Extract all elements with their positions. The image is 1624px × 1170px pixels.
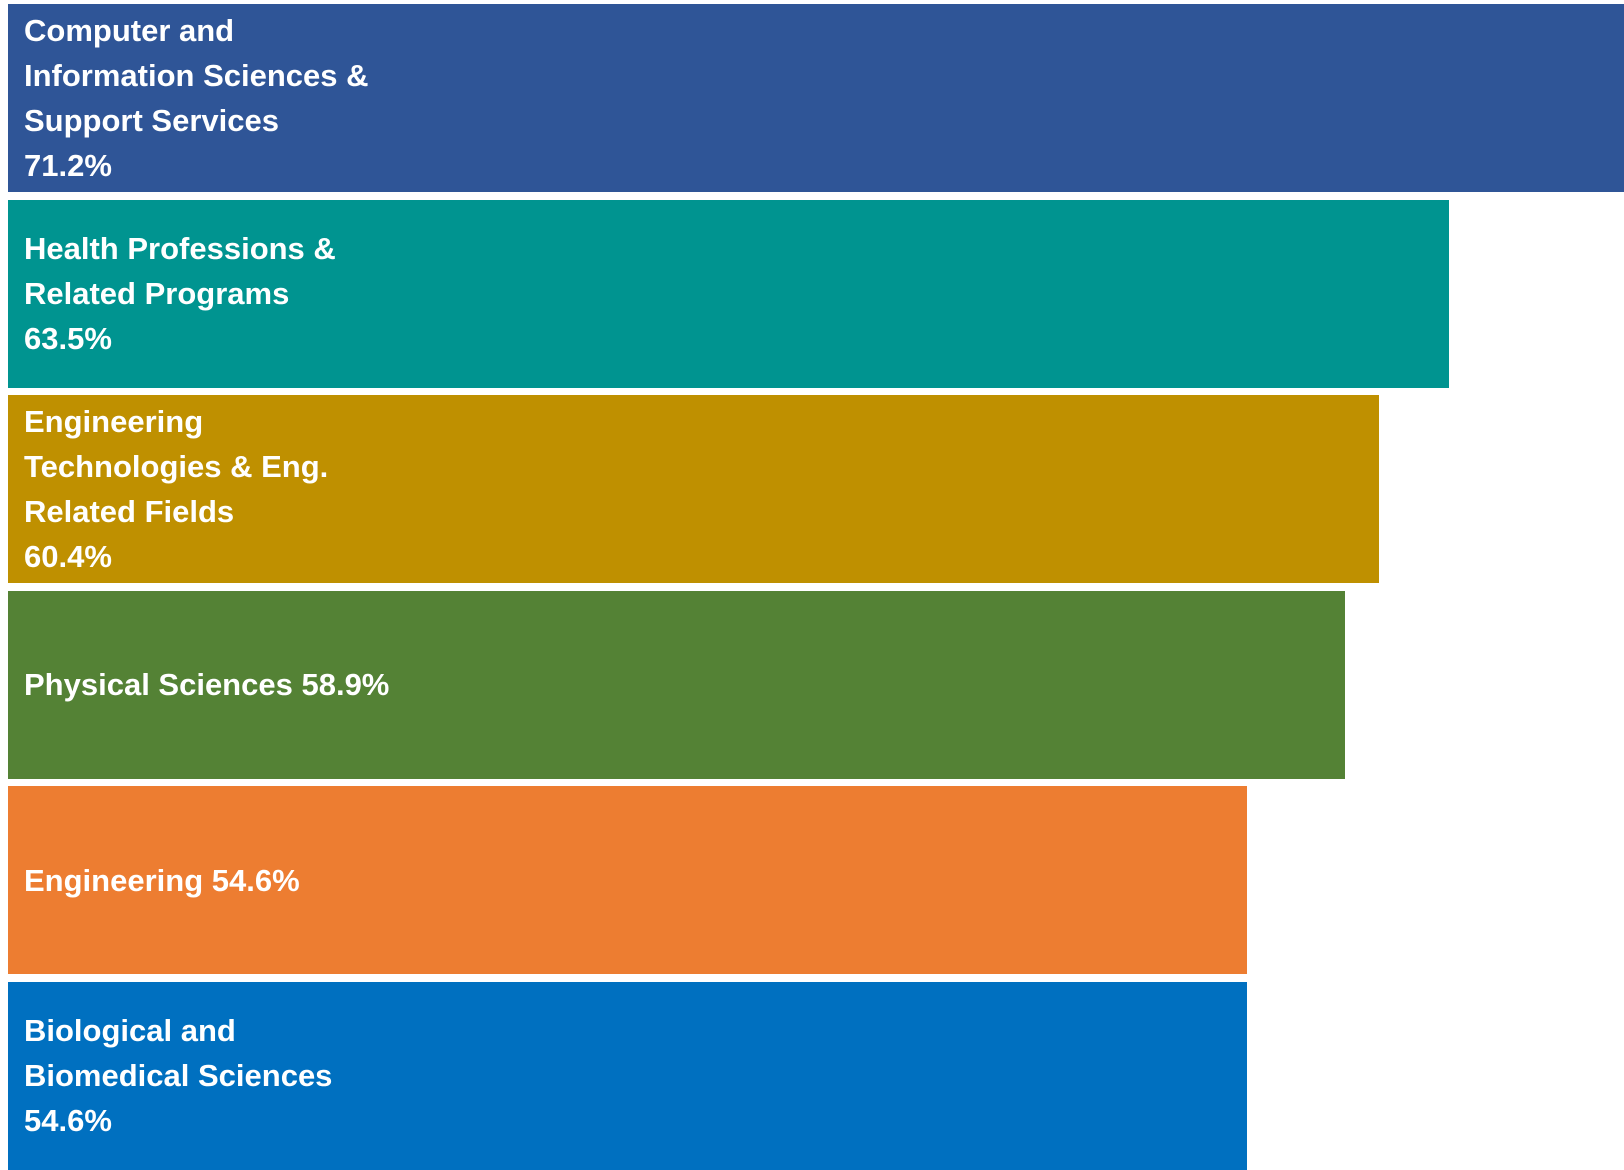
bar: Computer and Information Sciences & Supp… bbox=[8, 4, 1624, 192]
value-label: 63.5% bbox=[24, 321, 112, 356]
category-label: Health Professions & Related Programs bbox=[24, 231, 336, 311]
bar: Engineering Technologies & Eng. Related … bbox=[8, 395, 1379, 583]
value-label: 54.6% bbox=[211, 862, 300, 898]
bar-label: Health Professions & Related Programs 63.… bbox=[24, 226, 336, 361]
bar-label: Engineering Technologies & Eng. Related … bbox=[24, 399, 328, 579]
category-label: Computer and Information Sciences & Supp… bbox=[24, 13, 369, 138]
category-label: Physical Sciences bbox=[24, 667, 293, 702]
category-label: Biological and Biomedical Sciences bbox=[24, 1013, 333, 1093]
bar-label: Biological and Biomedical Sciences 54.6% bbox=[24, 1008, 332, 1143]
bar: Engineering 54.6% bbox=[8, 786, 1248, 974]
bar: Physical Sciences 58.9% bbox=[8, 590, 1345, 779]
value-label: 60.4% bbox=[24, 539, 112, 574]
value-label: 58.9% bbox=[301, 667, 390, 702]
value-label: 71.2% bbox=[24, 148, 112, 183]
bar-label: Engineering 54.6% bbox=[24, 858, 300, 903]
bar: Biological and Biomedical Sciences 54.6% bbox=[8, 981, 1248, 1170]
bar: Health Professions & Related Programs 63.… bbox=[8, 199, 1450, 388]
bar-label: Physical Sciences 58.9% bbox=[24, 662, 389, 707]
category-label: Engineering Technologies & Eng. Related … bbox=[24, 404, 329, 529]
bar-label: Computer and Information Sciences & Supp… bbox=[24, 8, 369, 188]
value-label: 54.6% bbox=[24, 1103, 112, 1138]
category-label: Engineering bbox=[24, 862, 204, 898]
